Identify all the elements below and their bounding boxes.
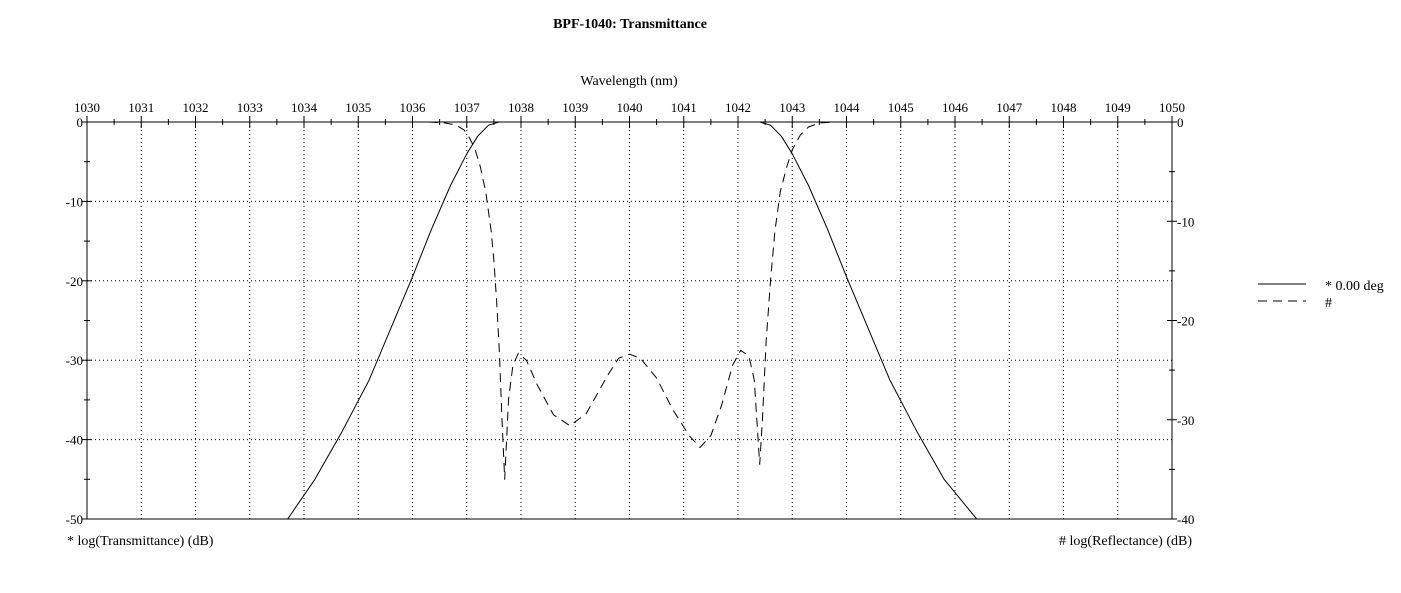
x-tick-label: 1049 [1105, 100, 1131, 115]
x-tick-label: 1038 [508, 100, 534, 115]
chart-title: BPF-1040: Transmittance [553, 17, 707, 32]
x-tick-label: 1037 [454, 100, 481, 115]
y-right-axis-label: # log(Reflectance) (dB) [1059, 534, 1192, 549]
series-reflectance-line [428, 121, 836, 480]
x-tick-label: 1042 [725, 100, 751, 115]
y-left-tick-labels: 0 -10 -20 -30 -40 -50 [66, 115, 83, 527]
x-tick-label: 1036 [400, 100, 427, 115]
x-tick-label: 1031 [128, 100, 154, 115]
y-left-tick-label: -20 [66, 274, 83, 289]
x-tick-label: 1039 [562, 100, 588, 115]
y-left-axis-label: * log(Transmittance) (dB) [67, 534, 214, 549]
y-right-tick-label: -40 [1177, 512, 1194, 527]
x-tick-label: 1032 [183, 100, 209, 115]
series-transmittance-line [287, 121, 978, 520]
axes [82, 116, 1177, 520]
x-tick-label: 1043 [779, 100, 805, 115]
x-tick-labels: 1030 1031 1032 1033 1034 1035 1036 1037 1038 1039… [74, 100, 1185, 115]
x-tick-label: 1030 [74, 100, 100, 115]
x-tick-label: 1040 [617, 100, 643, 115]
legend-label-1: # [1325, 296, 1332, 311]
y-right-tick-label: -20 [1177, 314, 1194, 329]
series-layer [287, 121, 978, 520]
y-left-tick-label: 0 [77, 115, 84, 130]
x-tick-label: 1048 [1051, 100, 1077, 115]
x-tick-label: 1033 [237, 100, 263, 115]
y-right-tick-label: -10 [1177, 214, 1194, 229]
legend: * 0.00 deg # [1258, 279, 1384, 311]
y-right-tick-labels: 0 -10 -20 -30 -40 [1177, 115, 1194, 527]
y-left-tick-label: -30 [66, 353, 83, 368]
x-tick-label: 1044 [834, 100, 861, 115]
x-tick-label: 1050 [1159, 100, 1185, 115]
y-left-tick-label: -40 [66, 433, 83, 448]
y-right-tick-label: -30 [1177, 413, 1194, 428]
x-axis-label: Wavelength (nm) [580, 74, 678, 89]
x-tick-label: 1041 [671, 100, 697, 115]
legend-label-0: * 0.00 deg [1325, 279, 1384, 294]
x-tick-label: 1035 [345, 100, 371, 115]
y-right-tick-label: 0 [1177, 115, 1184, 130]
x-tick-label: 1046 [942, 100, 969, 115]
x-tick-label: 1045 [888, 100, 914, 115]
y-left-tick-label: -50 [66, 512, 83, 527]
x-tick-label: 1047 [996, 100, 1023, 115]
grid [87, 122, 1172, 519]
x-tick-label: 1034 [291, 100, 318, 115]
y-left-tick-label: -10 [66, 194, 83, 209]
